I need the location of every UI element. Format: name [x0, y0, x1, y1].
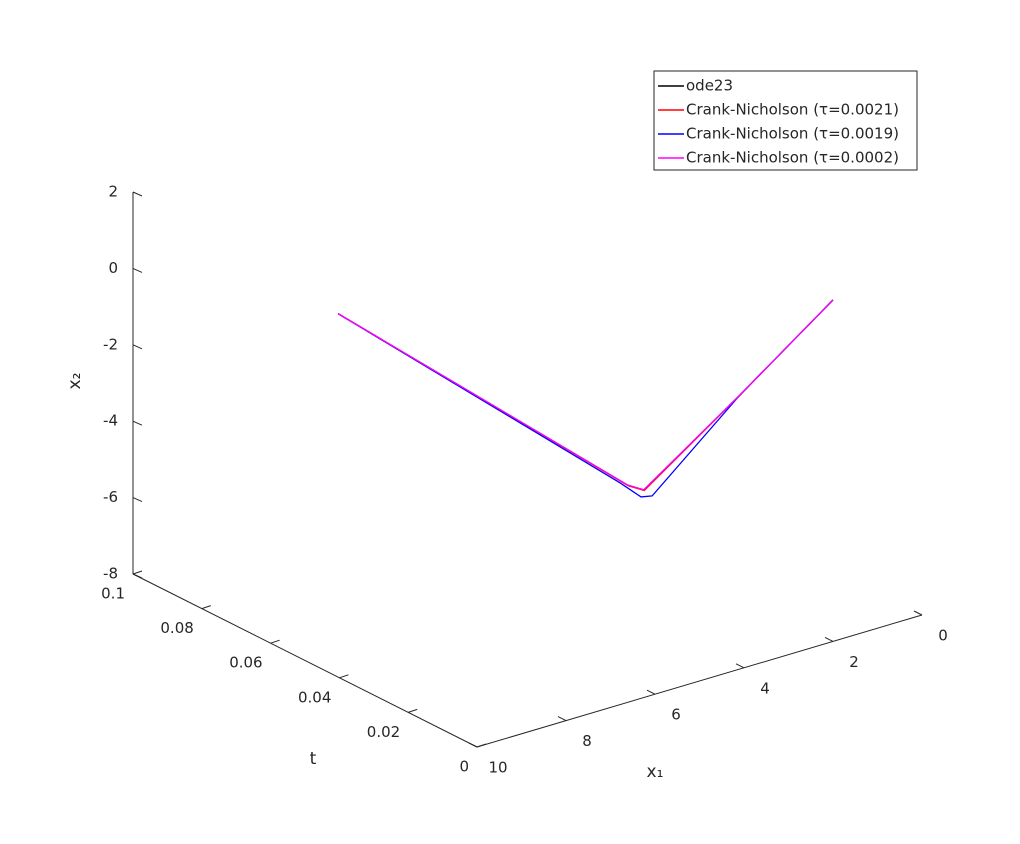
z-tick	[132, 344, 143, 350]
x-tick-label: 10	[488, 759, 507, 777]
legend-box	[653, 70, 918, 171]
y-tick	[201, 605, 211, 610]
y-tick	[476, 743, 487, 748]
z-tick-label: -4	[103, 412, 118, 430]
y-axis	[132, 573, 478, 748]
y-tick-label: 0.04	[298, 688, 331, 706]
series-line	[337, 299, 834, 498]
legend-label: ode23	[686, 77, 733, 95]
y-tick-label: 0.02	[367, 723, 400, 741]
z-tick-label: -6	[103, 488, 118, 506]
legend-label: Crank-Nicholson (τ=0.0002)	[686, 149, 899, 167]
y-tick	[270, 639, 280, 644]
y-tick-label: 0	[459, 758, 469, 776]
x-tick	[913, 610, 923, 616]
y-tick-label: 0.1	[101, 585, 125, 603]
z-tick	[132, 191, 143, 197]
x-tick-label: 0	[938, 627, 948, 645]
legend-label: Crank-Nicholson (τ=0.0019)	[686, 125, 899, 143]
x-tick	[557, 716, 567, 722]
y-tick	[408, 708, 418, 713]
x-tick	[824, 636, 834, 642]
legend-label: Crank-Nicholson (τ=0.0021)	[686, 101, 899, 119]
z-tick-label: -8	[103, 565, 118, 583]
z-axis-label: x₂	[65, 373, 85, 390]
z-tick-label: -2	[103, 335, 118, 353]
y-tick	[339, 674, 349, 679]
x-tick-label: 4	[760, 679, 770, 697]
x-tick-label: 6	[671, 706, 681, 724]
z-tick	[132, 573, 143, 579]
x-tick	[468, 742, 478, 748]
z-tick	[132, 267, 143, 273]
series-line	[337, 299, 834, 491]
y-tick	[132, 570, 143, 575]
x-tick-label: 8	[582, 732, 592, 750]
y-tick-label: 0.06	[229, 654, 262, 672]
x-tick-label: 2	[849, 653, 859, 671]
series-line	[337, 299, 834, 491]
x-axis-label: x₁	[647, 762, 664, 782]
z-tick-label: 0	[108, 259, 118, 277]
y-axis-label: t	[310, 749, 317, 769]
x-tick	[735, 663, 745, 669]
x-tick	[646, 689, 656, 695]
z-tick	[132, 420, 143, 426]
z-tick-label: 2	[108, 183, 118, 201]
y-tick-label: 0.08	[160, 619, 193, 637]
z-tick	[132, 497, 143, 503]
x-axis	[476, 614, 923, 748]
